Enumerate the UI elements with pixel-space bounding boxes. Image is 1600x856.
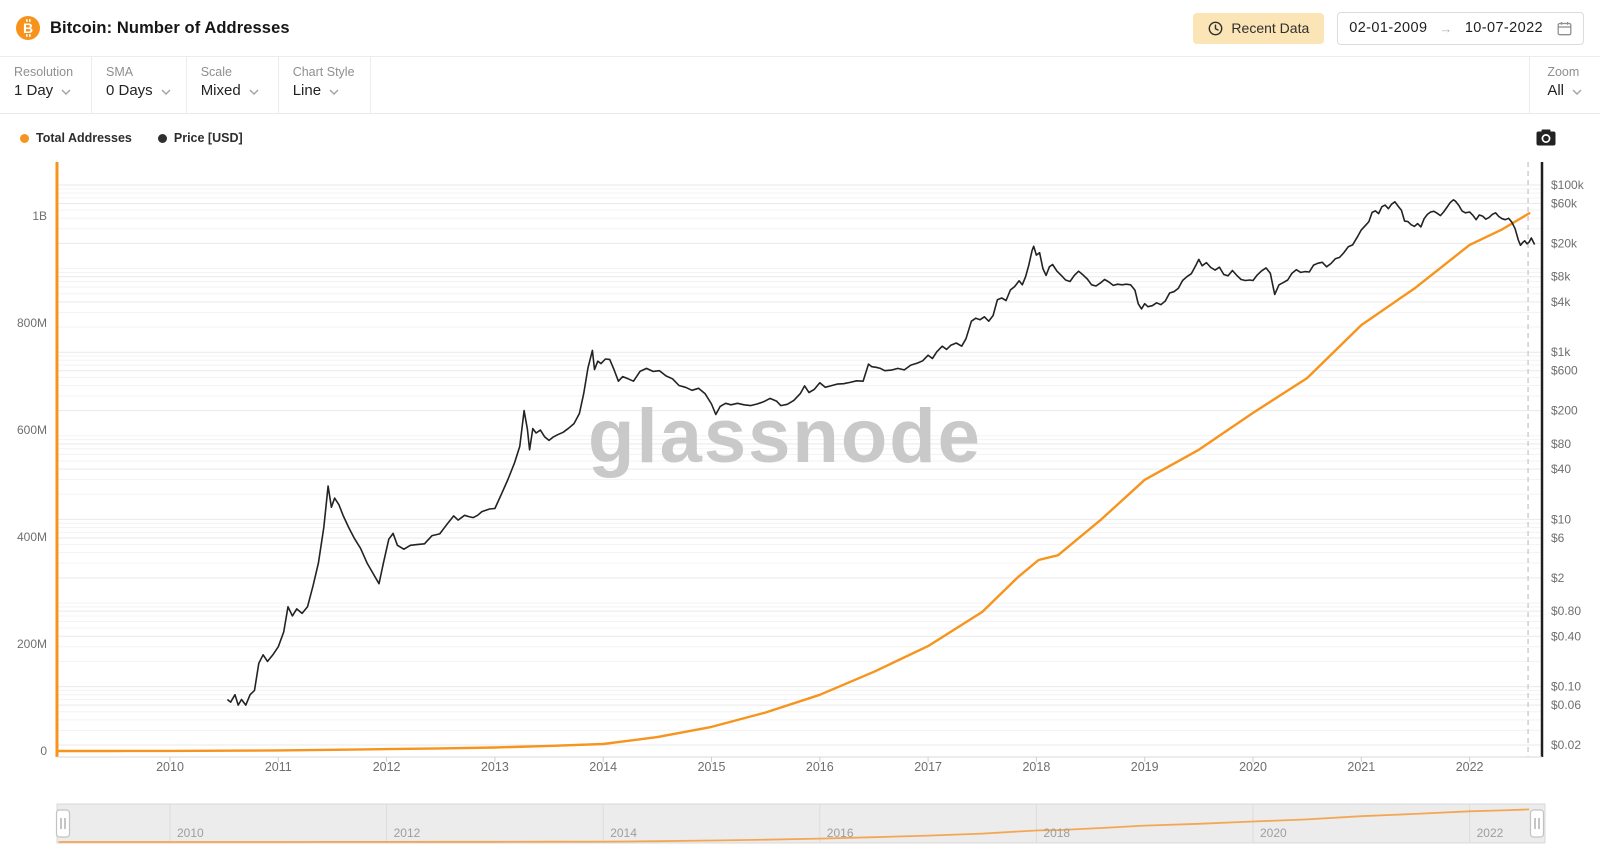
chart-style-label: Chart Style	[292, 65, 355, 79]
svg-text:600M: 600M	[17, 423, 47, 437]
resolution-label: Resolution	[14, 65, 74, 79]
date-to[interactable]: 10-07-2022	[1464, 20, 1543, 36]
date-range-picker[interactable]: 02-01-2009 → 10-07-2022	[1337, 11, 1584, 45]
svg-text:$2: $2	[1551, 571, 1565, 585]
svg-text:$4k: $4k	[1551, 295, 1571, 309]
svg-text:2017: 2017	[914, 760, 942, 774]
chevron-down-icon	[329, 88, 339, 95]
svg-text:2010: 2010	[156, 760, 184, 774]
navigator-mini-line	[58, 808, 1530, 843]
legend-dot-dark	[157, 133, 167, 143]
svg-text:2019: 2019	[1131, 760, 1159, 774]
svg-text:2012: 2012	[373, 760, 401, 774]
svg-text:1B: 1B	[32, 209, 47, 223]
svg-text:$60k: $60k	[1551, 197, 1578, 211]
calendar-icon	[1557, 21, 1572, 35]
svg-text:2015: 2015	[698, 760, 726, 774]
svg-text:2016: 2016	[827, 826, 854, 840]
scale-control: Scale Mixed	[187, 57, 279, 113]
svg-text:400M: 400M	[17, 530, 47, 544]
right-axis-labels: $100k $60k $20k $8k $4k $1k $600 $200 $80 $40 $10 $…	[1551, 178, 1585, 752]
svg-text:2018: 2018	[1022, 760, 1050, 774]
x-axis-labels	[169, 757, 1471, 762]
camera-icon	[1536, 129, 1556, 146]
svg-text:$0.06: $0.06	[1551, 698, 1581, 712]
bitcoin-icon: B	[16, 16, 40, 40]
legend-item-total-addresses[interactable]: Total Addresses	[20, 131, 132, 145]
svg-text:$20k: $20k	[1551, 236, 1578, 250]
navigator-track[interactable]	[56, 803, 1546, 844]
zoom-dropdown[interactable]: All	[1547, 82, 1582, 99]
svg-text:$200: $200	[1551, 404, 1578, 418]
header: B Bitcoin: Number of Addresses Recent Da…	[0, 0, 1600, 57]
svg-text:2011: 2011	[265, 760, 292, 774]
scale-label: Scale	[200, 65, 232, 79]
recent-data-label: Recent Data	[1231, 20, 1310, 36]
svg-text:$10: $10	[1551, 512, 1571, 526]
svg-text:2013: 2013	[481, 760, 509, 774]
svg-text:2022: 2022	[1477, 826, 1504, 840]
svg-text:800M: 800M	[17, 316, 47, 330]
navigator-left-handle[interactable]	[55, 809, 71, 838]
svg-text:0: 0	[40, 744, 47, 758]
svg-text:$8k: $8k	[1551, 270, 1571, 284]
chart-style-dropdown[interactable]: Line	[293, 82, 355, 99]
svg-text:$600: $600	[1551, 364, 1578, 378]
svg-text:$100k: $100k	[1551, 178, 1585, 192]
watermark: glassnode	[588, 394, 982, 479]
resolution-control: Resolution 1 Day	[0, 57, 92, 113]
svg-text:$80: $80	[1551, 437, 1571, 451]
svg-text:$0.40: $0.40	[1551, 629, 1581, 643]
svg-text:B: B	[23, 20, 33, 36]
sma-label: SMA	[106, 65, 134, 79]
navigator[interactable]	[55, 803, 1546, 844]
chevron-down-icon	[61, 88, 71, 95]
svg-text:$1k: $1k	[1551, 345, 1571, 359]
legend-item-price-usd[interactable]: Price [USD]	[157, 131, 243, 145]
svg-text:2022: 2022	[1456, 760, 1484, 774]
zoom-label: Zoom	[1547, 65, 1580, 79]
svg-text:2014: 2014	[610, 826, 637, 840]
sma-control: SMA 0 Days	[92, 57, 187, 113]
date-from[interactable]: 02-01-2009	[1349, 20, 1428, 36]
chevron-down-icon	[249, 88, 259, 95]
svg-text:2020: 2020	[1260, 826, 1287, 840]
svg-text:2016: 2016	[806, 760, 834, 774]
clock-icon	[1209, 21, 1223, 35]
resolution-dropdown[interactable]: 1 Day	[14, 82, 76, 99]
chart-legend: Total Addresses Price [USD]	[20, 131, 243, 145]
svg-text:2020: 2020	[1239, 760, 1267, 774]
navigator-right-handle[interactable]	[1529, 809, 1545, 838]
arrow-right-icon: →	[1439, 20, 1453, 36]
chart-toolbar: Resolution 1 Day SMA 0 Days Scale Mixed …	[0, 57, 1600, 114]
price-line	[226, 199, 1536, 706]
svg-text:2018: 2018	[1043, 826, 1070, 840]
chevron-down-icon	[161, 88, 171, 95]
page-title: Bitcoin: Number of Addresses	[50, 18, 290, 37]
camera-button[interactable]	[1536, 129, 1556, 151]
chart-style-control: Chart Style Line	[279, 57, 371, 113]
svg-text:2021: 2021	[1347, 760, 1375, 774]
recent-data-button[interactable]: Recent Data	[1193, 12, 1325, 44]
svg-text:2012: 2012	[394, 826, 421, 840]
sma-dropdown[interactable]: 0 Days	[106, 82, 171, 99]
total-addresses-line	[57, 212, 1531, 753]
scale-dropdown[interactable]: Mixed	[201, 82, 263, 99]
zoom-control: Zoom All	[1529, 57, 1600, 113]
svg-text:$6: $6	[1551, 531, 1565, 545]
chevron-down-icon	[1572, 88, 1582, 95]
svg-text:2010: 2010	[177, 826, 204, 840]
svg-text:$0.10: $0.10	[1551, 680, 1581, 694]
svg-text:2014: 2014	[589, 760, 617, 774]
svg-text:$0.80: $0.80	[1551, 604, 1581, 618]
svg-text:$0.02: $0.02	[1551, 738, 1581, 752]
legend-dot-orange	[20, 133, 29, 143]
svg-text:$40: $40	[1551, 462, 1571, 476]
svg-text:200M: 200M	[17, 637, 47, 651]
